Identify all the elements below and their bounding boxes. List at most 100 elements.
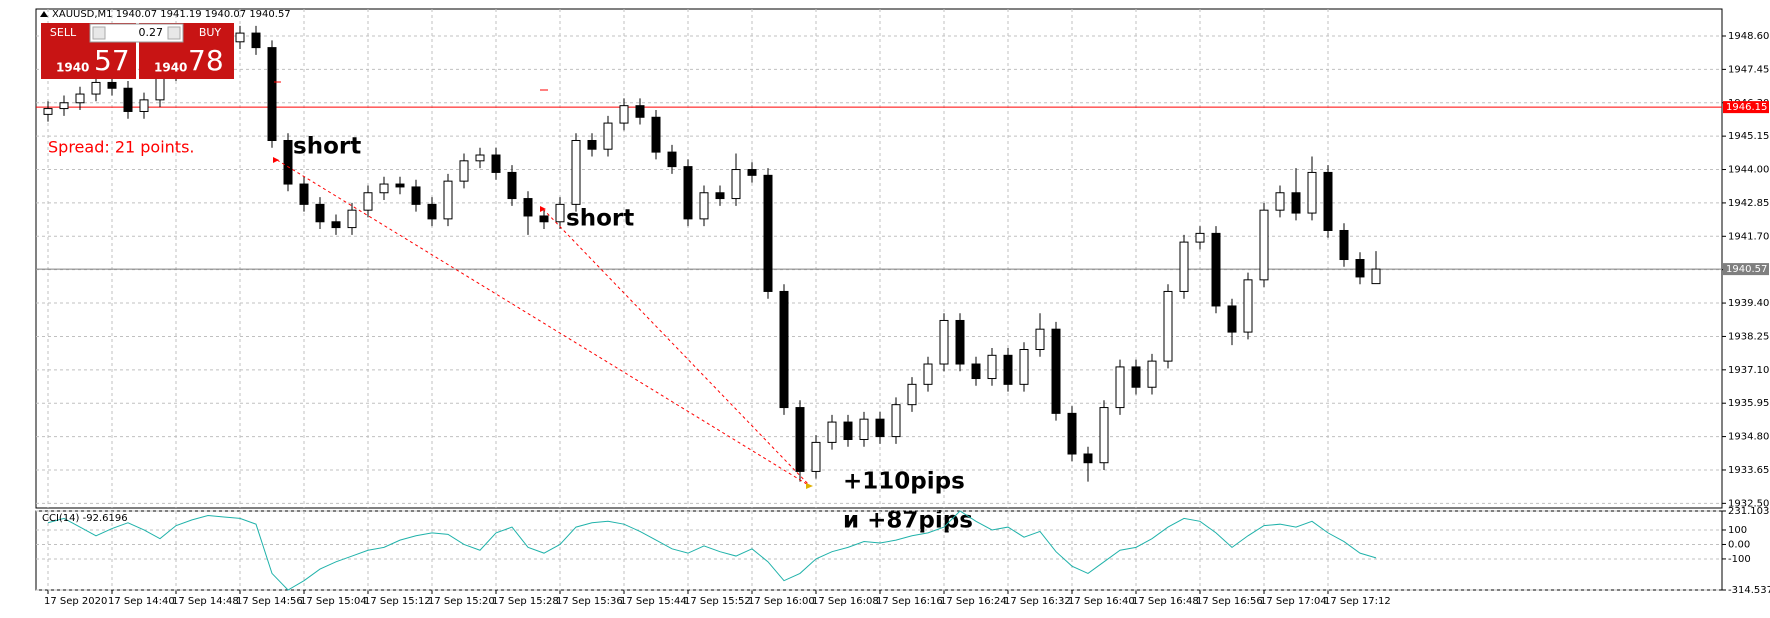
candle-body [1323,171,1333,231]
candle-body [235,32,245,43]
candle-body [971,363,981,380]
candle-body [827,421,837,443]
candle-body [283,139,293,185]
buy-price-big: 1940 [154,61,187,75]
candle-body [587,139,597,150]
candle-body [411,186,421,205]
trade-line [276,159,811,487]
candle-body [1339,229,1349,261]
y-tick-label: -314.5374 [1728,585,1770,596]
y-tick-label: 1939.40 [1728,298,1769,309]
x-tick-label: 17 Sep 15:04 [300,596,367,607]
candle-body [1035,328,1045,351]
y-tick-label: 1938.25 [1728,331,1769,342]
candle-body [667,151,677,168]
candle-body [475,154,485,162]
y-tick-label: 1933.65 [1728,465,1769,476]
y-tick-label: 1935.95 [1728,398,1769,409]
candle-body [1147,360,1157,388]
candle-body [459,160,469,182]
candle-body [443,180,453,220]
candle-body [763,174,773,292]
price-tag-label: 1940.57 [1726,264,1767,275]
candle-body [395,183,405,188]
candle-body [555,203,565,223]
lot-down[interactable] [92,26,106,40]
trade-panel: SELL BUY 0.27 1940 57 1940 78 [41,23,234,79]
candle-body [923,363,933,385]
candle-body [363,192,373,211]
lot-up[interactable] [167,26,181,40]
candle-body [1019,349,1029,385]
candle-body [1115,366,1125,409]
entry-arrow [540,206,546,212]
y-tick-label: 100 [1728,525,1747,536]
spread-text: Spread: 21 points. [48,138,195,157]
candle-body [347,209,357,229]
y-tick-label: 1932.50 [1728,498,1769,509]
x-tick-label: 17 Sep 14:48 [172,596,239,607]
candle-body [331,221,341,229]
candle-body [1099,407,1109,464]
candle-body [891,404,901,438]
candle-body [539,215,549,223]
lot-value: 0.27 [139,26,164,39]
candle-body [1211,232,1221,307]
candle-body [651,116,661,153]
candle-body [1003,354,1013,385]
annotation: short [566,206,634,232]
candle-body [107,81,117,89]
candle-body [779,290,789,409]
x-tick-label: 17 Sep 16:48 [1132,596,1199,607]
sell-label: SELL [50,26,77,39]
candle-body [1131,366,1141,388]
candle-body [1195,232,1205,243]
candle-body [811,441,821,472]
candle-body [491,154,501,173]
candle-body [715,192,725,200]
x-tick-label: 17 Sep 16:08 [812,596,879,607]
candle-body [267,47,277,141]
candle-body [43,108,53,115]
candle-body [939,319,949,365]
candle-body [427,203,437,220]
price-tag [1723,101,1769,114]
candle-body [91,81,101,95]
x-tick-label: 17 Sep 16:24 [940,596,1007,607]
x-tick-label: 17 Sep 2020 [44,596,107,607]
candle-body [907,383,917,406]
lot-box[interactable] [89,23,184,43]
candle-body [1163,290,1173,362]
annotation: +110pips [843,469,965,495]
buy-price-small: 78 [188,44,224,77]
x-tick-label: 17 Sep 16:56 [1196,596,1263,607]
x-tick-label: 17 Sep 15:44 [620,596,687,607]
sell-price-small: 57 [94,44,130,77]
y-tick-label: 231.1032 [1728,506,1770,517]
candle-body [315,203,325,223]
candle-body [1371,268,1381,285]
candle-body [75,93,85,104]
candle-body [59,102,69,110]
candle-body [1067,412,1077,455]
candle-body [859,418,869,440]
x-tick-label: 17 Sep 15:52 [684,596,751,607]
candle-body [1243,279,1253,333]
x-tick-label: 17 Sep 17:04 [1260,596,1327,607]
y-tick-label: 1934.80 [1728,432,1769,443]
plot-layer: 1948.601947.451946.301945.151944.001942.… [36,9,1770,607]
y-tick-label: 1945.15 [1728,131,1769,142]
candle-body [1355,259,1365,278]
candle-body [1051,328,1061,414]
indicator-title: CCI(14) -92.6196 [42,513,128,524]
y-tick-label: -100 [1728,554,1751,565]
x-tick-label: 17 Sep 15:36 [556,596,623,607]
candle-body [987,354,997,380]
candle-body [603,122,613,150]
candle-body [955,319,965,365]
candle-body [699,192,709,220]
candle-body [1179,241,1189,292]
cci-panel [35,510,1723,591]
